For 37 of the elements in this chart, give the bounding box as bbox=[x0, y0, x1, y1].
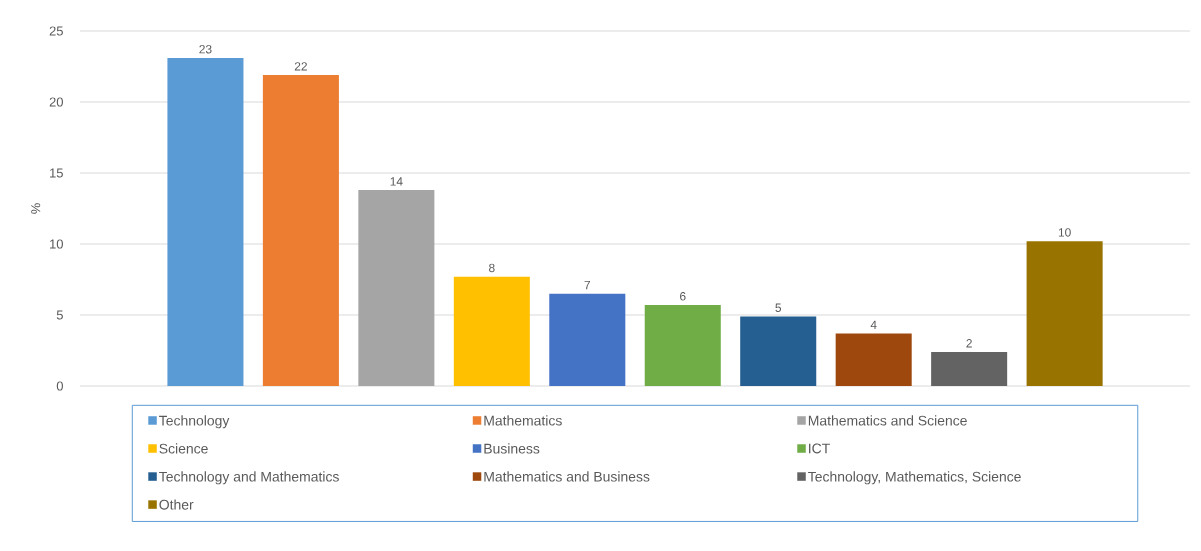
data-label: 5 bbox=[775, 303, 782, 312]
data-label: 14 bbox=[390, 177, 403, 186]
bar bbox=[644, 305, 721, 386]
data-label: 22 bbox=[294, 62, 307, 71]
data-label: 2 bbox=[966, 339, 972, 348]
bar bbox=[167, 57, 244, 386]
bar bbox=[1026, 241, 1103, 386]
legend-label: ICT bbox=[809, 443, 830, 454]
legend-label: Science bbox=[159, 443, 208, 454]
data-label: 8 bbox=[489, 263, 495, 273]
data-label: 4 bbox=[870, 320, 877, 329]
bar bbox=[453, 276, 530, 386]
legend-label: Mathematics bbox=[484, 415, 562, 426]
legend-label: Technology, Mathematics, Science bbox=[808, 471, 1021, 485]
bar bbox=[740, 316, 817, 386]
bar bbox=[931, 351, 1008, 386]
legend-label: Other bbox=[159, 499, 194, 510]
y-tick-label: 25 bbox=[49, 26, 63, 36]
data-label: 6 bbox=[680, 292, 686, 301]
y-tick-label: 10 bbox=[50, 239, 63, 249]
legend-label: Mathematics and Science bbox=[808, 415, 967, 426]
y-tick-label: 15 bbox=[50, 168, 63, 178]
y-tick-label: 5 bbox=[56, 310, 63, 320]
y-tick-label: 0 bbox=[56, 381, 63, 391]
legend-label: Mathematics and Business bbox=[484, 471, 650, 482]
data-label: 23 bbox=[199, 45, 212, 54]
y-tick-label: 20 bbox=[49, 97, 63, 107]
y-axis-title: % bbox=[31, 203, 41, 214]
bar bbox=[358, 190, 435, 386]
bar bbox=[835, 333, 912, 386]
data-label: 7 bbox=[584, 280, 591, 290]
bar bbox=[262, 75, 339, 386]
legend-label: Business bbox=[484, 443, 540, 454]
bar bbox=[549, 293, 626, 386]
data-label: 10 bbox=[1058, 228, 1071, 237]
legend-label: Technology and Mathematics bbox=[159, 471, 339, 485]
legend-label: Technology bbox=[159, 415, 230, 429]
